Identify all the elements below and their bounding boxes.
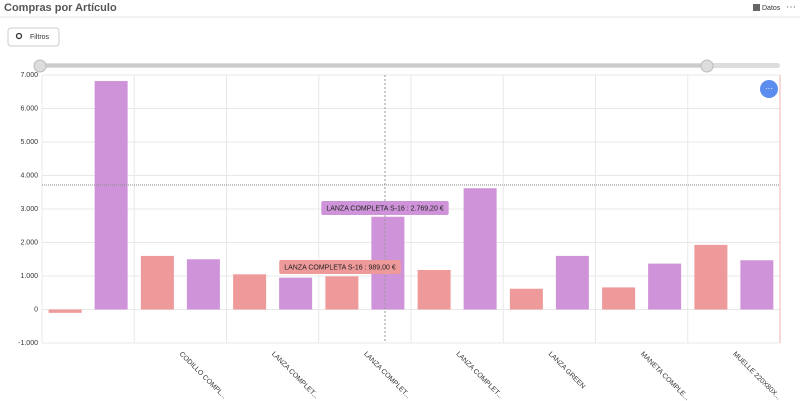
filter-button[interactable]: Filtros — [7, 27, 60, 47]
y-tick-label: 2.000 — [20, 239, 38, 246]
bar — [694, 244, 728, 310]
bar — [48, 309, 82, 313]
filter-button-label: Filtros — [30, 34, 50, 41]
y-tick-label: 6.000 — [20, 105, 38, 112]
y-tick-label: 1.000 — [20, 273, 38, 280]
x-tick-label: LANZA GREEN — [547, 351, 587, 391]
data-button[interactable]: Datos — [753, 4, 781, 12]
x-tick-label: LANZA COMPLET... — [454, 351, 504, 401]
bar — [279, 277, 313, 310]
bar — [186, 259, 220, 310]
x-tick-label: MUELLE 220X80X... — [731, 351, 782, 401]
tooltip-text: LANZA COMPLETA S-16 : 2.769,20 € — [326, 205, 443, 212]
bar — [325, 276, 359, 310]
options-fab-icon: ··· — [765, 84, 773, 93]
more-menu[interactable]: ··· — [786, 2, 796, 13]
tooltip-text: LANZA COMPLETA S-16 : 989,00 € — [284, 264, 396, 271]
bar — [602, 287, 636, 310]
tooltip-box — [321, 201, 449, 215]
bar — [740, 260, 774, 310]
y-tick-label: 0 — [34, 306, 38, 313]
bar — [233, 274, 267, 310]
y-tick-label: -1.000 — [18, 340, 38, 347]
grid-icon — [753, 4, 760, 11]
filter-button-box — [7, 27, 60, 47]
bar — [555, 255, 589, 310]
bar — [140, 255, 174, 310]
data-button-label: Datos — [762, 5, 781, 12]
options-fab[interactable] — [760, 80, 778, 98]
range-slider-handle[interactable] — [33, 59, 47, 73]
bar — [94, 81, 128, 310]
bar — [463, 188, 497, 310]
search-icon — [15, 32, 23, 40]
x-tick-label: MANETA COMPLE... — [639, 351, 690, 401]
y-tick-label: 7.000 — [20, 72, 38, 79]
bar — [648, 263, 682, 310]
tooltip-box — [279, 260, 401, 274]
x-tick-label: LANZA COMPLET... — [362, 351, 412, 401]
y-tick-label: 3.000 — [20, 206, 38, 213]
y-tick-label: 4.000 — [20, 172, 38, 179]
range-slider-handle[interactable] — [700, 59, 714, 73]
y-tick-label: 5.000 — [20, 139, 38, 146]
bar — [509, 288, 543, 310]
x-tick-label: LANZA COMPLET... — [270, 351, 320, 401]
bar — [417, 269, 451, 310]
range-slider-selection — [40, 64, 707, 67]
x-tick-label: CODILLO COMPL... — [178, 351, 228, 401]
widget-title: Compras por Artículo — [4, 2, 117, 14]
